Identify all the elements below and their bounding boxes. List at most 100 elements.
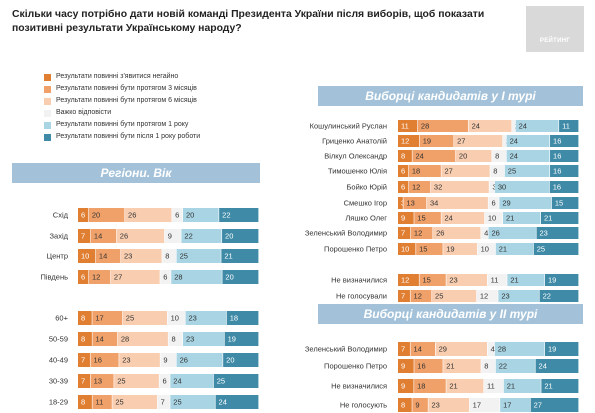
data-label: 24 (219, 398, 227, 407)
data-label: 19 (446, 245, 454, 254)
bar-segment (90, 229, 117, 243)
category-label: Порошенко Петро (324, 245, 387, 254)
data-label: 9 (163, 356, 167, 365)
category-label: Центр (47, 252, 68, 261)
bar-segment (495, 243, 534, 255)
data-label: 8 (401, 152, 405, 161)
bar-segment (533, 243, 579, 255)
bar-segment (495, 359, 535, 373)
bar-segment (454, 135, 503, 147)
legend-swatch (44, 122, 51, 129)
bar-segment (224, 332, 259, 346)
data-label: 21 (544, 214, 552, 223)
data-label: 26 (436, 229, 444, 238)
category-label: Не голосують (340, 401, 387, 410)
data-label: 24 (173, 377, 181, 386)
data-label: 8 (81, 335, 85, 344)
legend-label: Результати повинні бути після 1 року роб… (56, 133, 201, 140)
data-label: 28 (174, 273, 182, 282)
data-label: 14 (95, 335, 103, 344)
data-label: 8 (172, 335, 176, 344)
bar-segment (226, 311, 259, 325)
data-label: 8 (81, 398, 85, 407)
data-label: 6 (81, 273, 85, 282)
bar-segment (182, 332, 225, 346)
bar-segment (549, 181, 579, 193)
data-label: 14 (94, 232, 102, 241)
bar-segment (432, 290, 477, 302)
bar-segment (119, 353, 160, 367)
data-label: 22 (543, 292, 551, 301)
data-label: 6 (162, 377, 166, 386)
bar-segment (116, 229, 165, 243)
bar-segment (419, 274, 446, 286)
data-label: 24 (519, 122, 527, 131)
bar-segment (92, 311, 123, 325)
bar-segment (410, 227, 433, 239)
bar-segment (78, 208, 89, 222)
data-label: 22 (222, 211, 230, 220)
bar-segment (455, 150, 492, 162)
bar-segment (408, 165, 441, 177)
legend-swatch (44, 98, 51, 105)
bar-segment (221, 249, 259, 263)
data-label: 15 (423, 276, 431, 285)
data-label: 21 (449, 382, 457, 391)
bar-segment (551, 197, 579, 209)
bar-segment (398, 120, 418, 132)
data-label: 28 (498, 345, 506, 354)
bar-segment (215, 395, 259, 409)
data-label: 17 (473, 401, 481, 410)
bar-segment (398, 227, 411, 239)
data-label: 6 (81, 211, 85, 220)
bar-segment (78, 311, 92, 325)
bar-segment (539, 290, 579, 302)
data-label: 25 (126, 314, 134, 323)
data-label: 24 (510, 137, 518, 146)
bar-segment (494, 181, 550, 193)
logo-text: РЕЙТИНГ (539, 38, 571, 44)
data-label: 16 (553, 183, 561, 192)
data-label: 6 (163, 273, 167, 282)
data-label: 11 (95, 398, 103, 407)
bar-segment (443, 243, 478, 255)
bar-segment (412, 398, 428, 412)
bar-segment (213, 374, 259, 388)
data-label: 9 (168, 232, 172, 241)
data-label: 22 (499, 362, 507, 371)
data-label: 4 (484, 229, 488, 238)
bar-segment (398, 398, 412, 412)
bar-segment (92, 332, 118, 346)
bar-segment (90, 353, 119, 367)
bar-segment (92, 395, 112, 409)
bar-segment (530, 398, 579, 412)
category-label: Вілкул Олександр (324, 152, 387, 161)
bar-segment (410, 290, 432, 302)
bar-segment (398, 342, 410, 356)
bar-segment (443, 359, 481, 373)
data-label: 3 (401, 199, 405, 208)
data-label: 21 (446, 362, 454, 371)
bar-segment (492, 150, 506, 162)
data-label: 16 (417, 362, 425, 371)
bar-segment (494, 342, 545, 356)
data-label: 26 (180, 356, 188, 365)
legend-label: Результати повинні бути протягом 1 року (56, 121, 189, 128)
data-label: 25 (180, 252, 188, 261)
bar-segment (536, 227, 579, 239)
data-label: 16 (553, 137, 561, 146)
bar-segment (164, 229, 181, 243)
bar-segment (512, 120, 516, 132)
data-label: 23 (189, 314, 197, 323)
data-label: 16 (553, 152, 561, 161)
data-label: 20 (459, 152, 467, 161)
data-label: 24 (510, 152, 518, 161)
category-label: Схід (53, 211, 69, 220)
bar-segment (398, 243, 416, 255)
data-label: 10 (171, 314, 179, 323)
bar-segment (78, 270, 89, 284)
data-label: 19 (548, 276, 556, 285)
bar-segment (484, 379, 504, 393)
bar-segment (544, 342, 579, 356)
data-label: 10 (488, 214, 496, 223)
